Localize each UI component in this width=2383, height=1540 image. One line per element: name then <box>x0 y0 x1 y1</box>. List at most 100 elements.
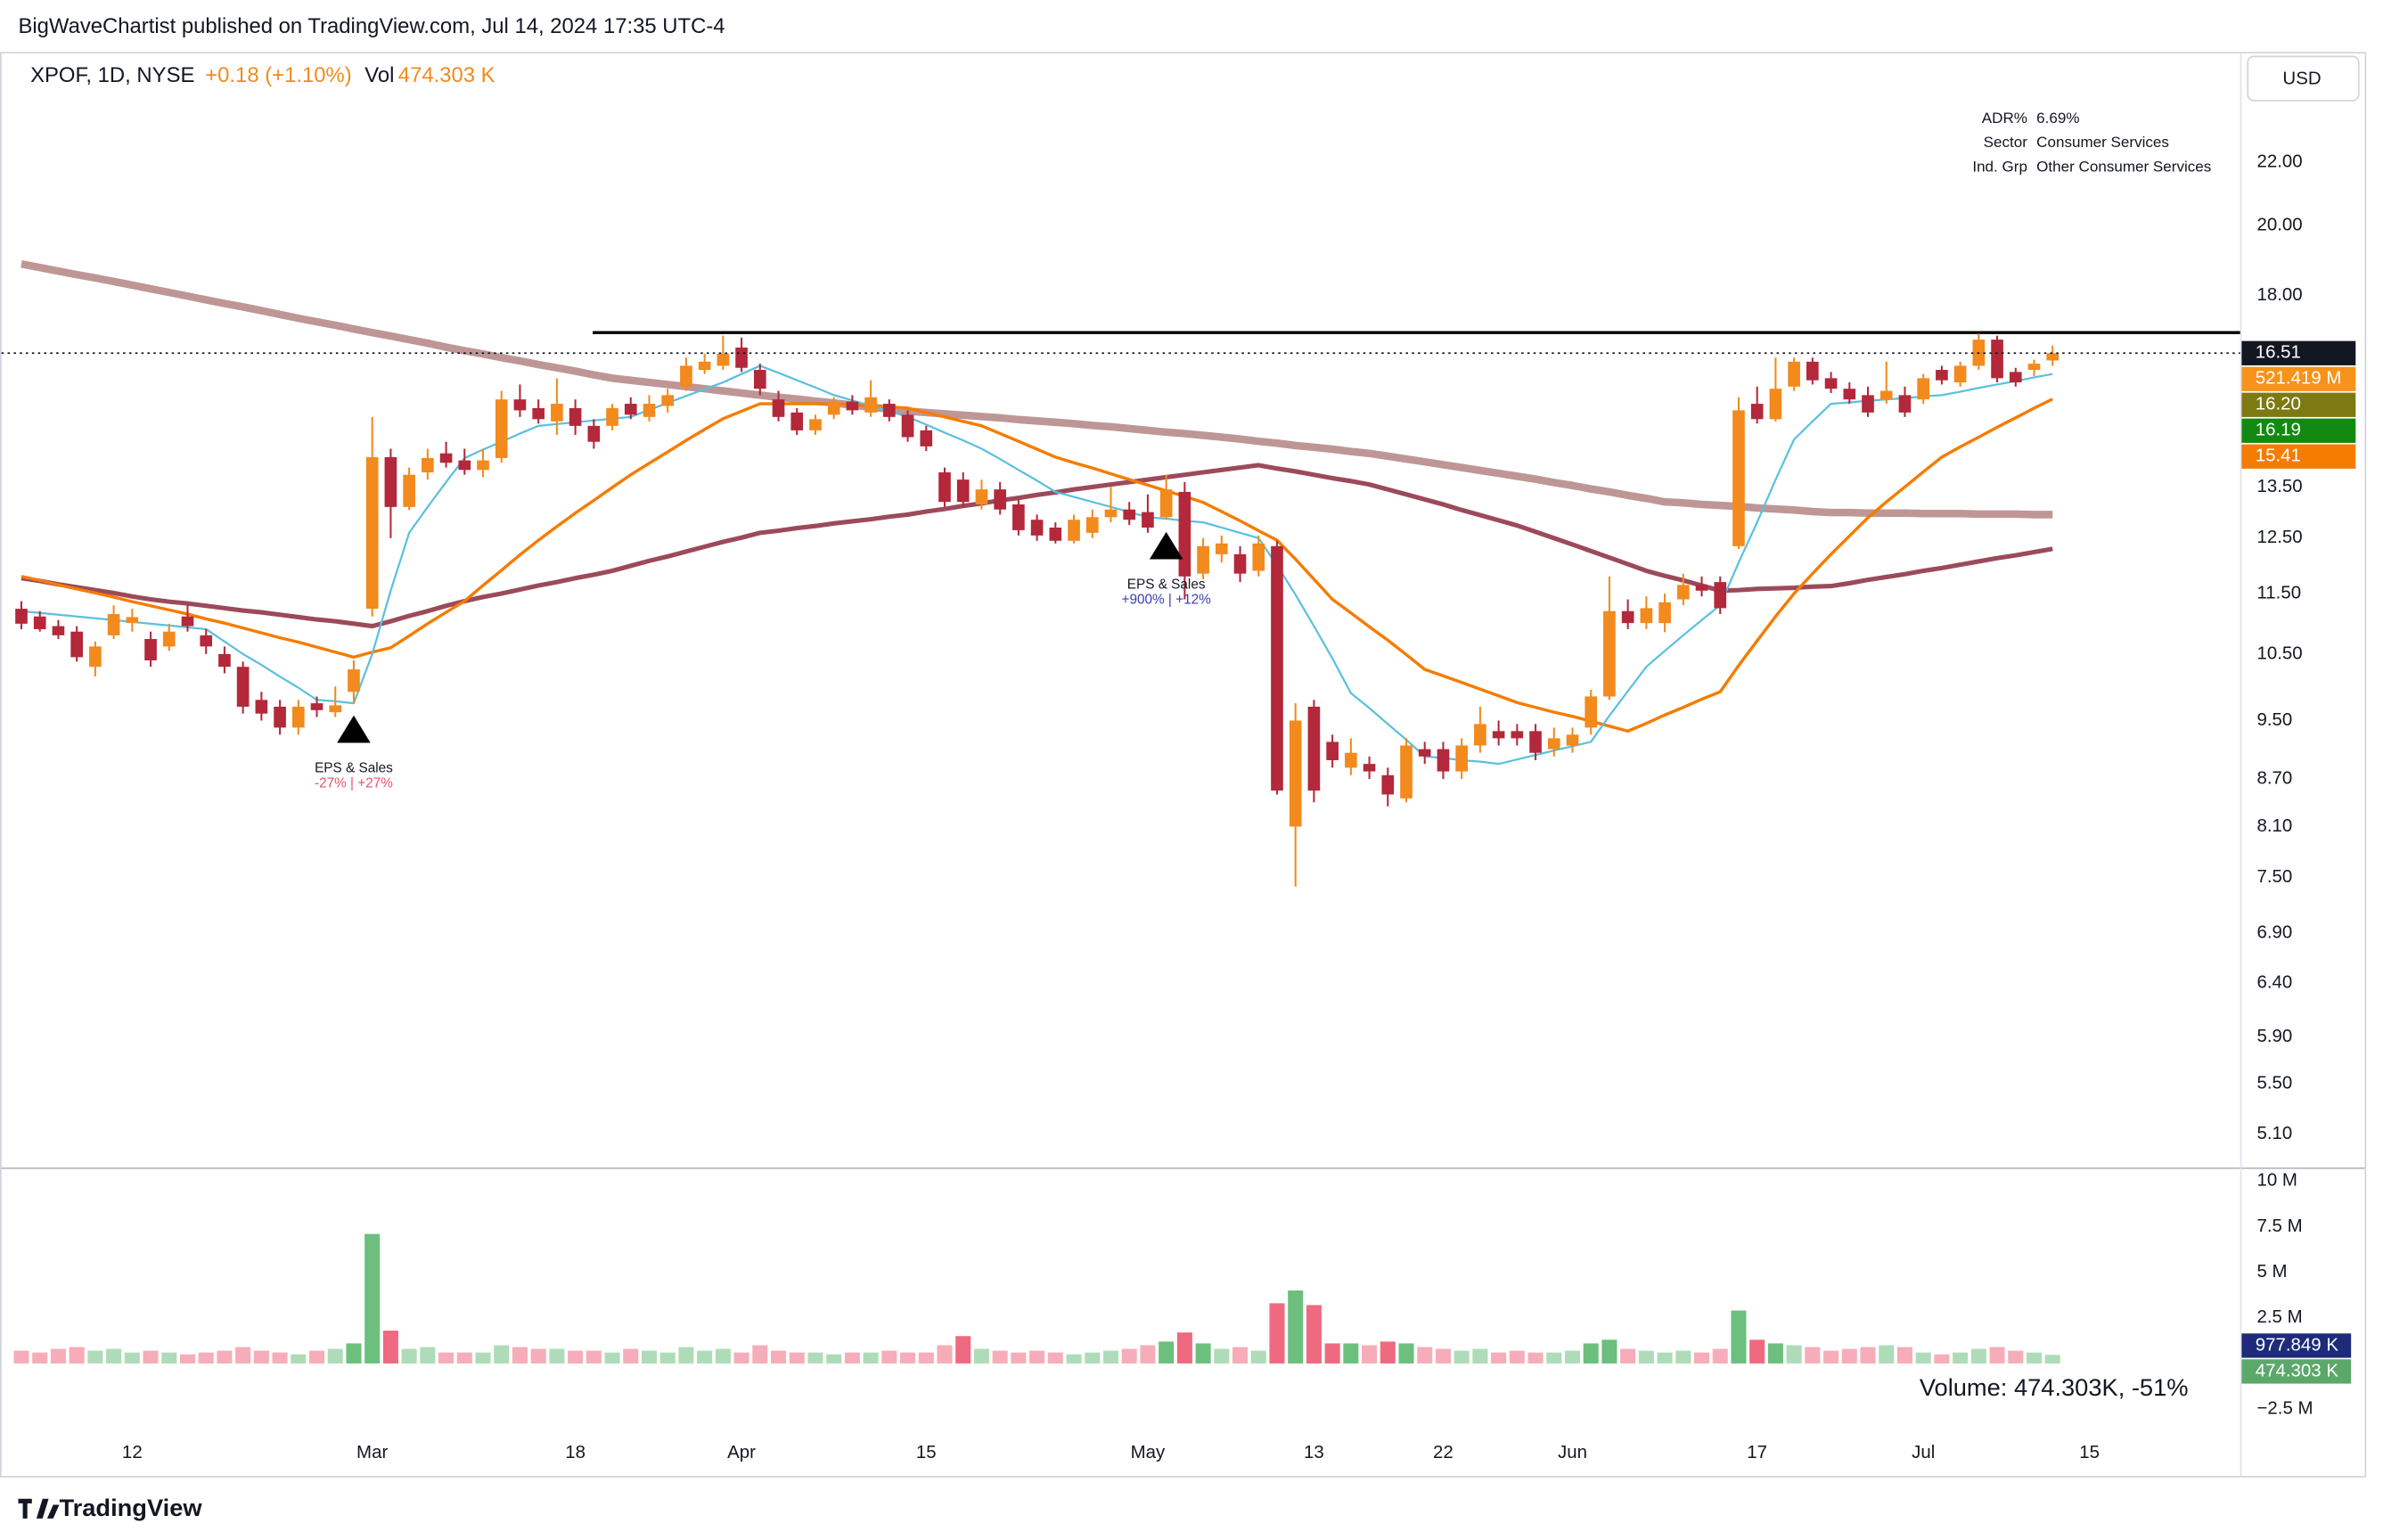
volume-bar <box>1176 1332 1192 1364</box>
earnings-detail: -27% | +27% <box>315 776 393 791</box>
currency[interactable]: USD <box>2282 68 2321 88</box>
candle-body <box>1676 585 1690 600</box>
candle-body <box>310 703 323 710</box>
y-tick-label: 5.50 <box>2256 1073 2292 1094</box>
candle-body <box>1233 553 1247 574</box>
volume-bar <box>382 1331 398 1364</box>
x-tick-label: 12 <box>122 1442 143 1462</box>
volume-bar <box>198 1352 214 1364</box>
moving-average-line <box>20 365 2053 766</box>
candle-body <box>1824 378 1838 389</box>
candle-body <box>956 479 970 503</box>
candle-body <box>1547 738 1560 750</box>
volume-tag-label: 474.303 K <box>2256 1360 2339 1380</box>
volume-bar <box>2008 1350 2024 1364</box>
volume-bar <box>549 1348 565 1364</box>
volume-bar <box>752 1345 768 1364</box>
candle-body <box>1862 395 1874 413</box>
info-value: Consumer Services <box>2036 134 2169 151</box>
volume-bar <box>937 1345 953 1364</box>
candle-body <box>422 457 434 473</box>
candle-body <box>1879 390 1893 400</box>
x-tick-label: 22 <box>1433 1442 1454 1462</box>
volume-bar <box>1712 1348 1728 1364</box>
moving-average-line <box>20 463 2053 629</box>
volume-bar <box>900 1352 916 1364</box>
price-tag <box>2241 392 2356 417</box>
candle-body <box>809 419 822 430</box>
candle-body <box>236 667 250 707</box>
volume-bar <box>973 1348 989 1364</box>
volume-bar <box>1841 1348 1857 1364</box>
volume-bar <box>1214 1348 1230 1364</box>
volume-bar <box>512 1347 528 1364</box>
candle-body <box>938 472 951 503</box>
x-tick-label: 15 <box>916 1442 937 1462</box>
volume-bar <box>1915 1352 1931 1364</box>
earnings-title: EPS & Sales <box>1127 578 1206 593</box>
candle-body <box>1898 395 1912 413</box>
volume-bar <box>1564 1350 1581 1364</box>
x-tick-label: 15 <box>2079 1442 2100 1462</box>
candle-body <box>1714 582 1727 609</box>
candle-body <box>1178 491 1192 577</box>
candle-body <box>1769 389 1782 420</box>
volume-bar <box>456 1352 472 1364</box>
candle-body <box>790 412 804 430</box>
volume-bar <box>1324 1343 1340 1364</box>
candle-body <box>1068 520 1080 541</box>
volume-bar <box>291 1354 307 1364</box>
candle-body <box>846 401 859 411</box>
volume-bar <box>1823 1350 1839 1364</box>
volume-bar <box>1232 1347 1249 1364</box>
logo-mark <box>18 1498 60 1519</box>
candle-body <box>1640 608 1653 624</box>
candle-body <box>994 489 1006 510</box>
chart-frame <box>0 52 2367 1478</box>
candle-body <box>1030 520 1044 536</box>
volume-bar <box>327 1348 343 1364</box>
candle-body <box>1289 720 1302 827</box>
volume-bar <box>1731 1310 1747 1364</box>
earnings-marker <box>1149 531 1183 560</box>
candle-body <box>864 397 877 413</box>
volume-bar <box>659 1352 676 1364</box>
volume-bar <box>844 1352 860 1364</box>
y-tick-label: 9.50 <box>2256 709 2292 730</box>
candle-body <box>70 631 83 658</box>
candle-body <box>1455 745 1468 772</box>
volume-bar <box>1398 1343 1414 1364</box>
candle-body <box>2046 353 2060 361</box>
volume-bar <box>1102 1350 1119 1364</box>
y-tick-label: 12.50 <box>2256 527 2302 547</box>
volume-bar <box>1250 1350 1266 1364</box>
candle-body <box>1511 731 1524 739</box>
volume-tick-label: 10 M <box>2256 1170 2297 1191</box>
candle-body <box>717 353 730 366</box>
volume-bar <box>1380 1341 1396 1364</box>
candle-body <box>883 404 896 417</box>
candle-body <box>1566 734 1579 746</box>
volume-bar <box>1620 1348 1636 1364</box>
candle-body <box>1381 774 1395 795</box>
volume-tag <box>2241 1333 2352 1358</box>
volume-bar <box>494 1345 510 1364</box>
y-tick-label: 11.50 <box>2256 582 2301 602</box>
candle-body <box>495 399 508 458</box>
volume-bar <box>235 1347 251 1364</box>
x-tick-label: Jul <box>1912 1442 1935 1462</box>
volume-bar <box>87 1350 103 1364</box>
price-tag <box>2241 340 2356 365</box>
volume-bar <box>1657 1352 1673 1364</box>
candle-body <box>513 399 527 411</box>
candle-body <box>1474 724 1486 746</box>
candle-body <box>1085 517 1099 533</box>
y-tick-label: 8.70 <box>2256 768 2292 789</box>
currency-button[interactable] <box>2247 55 2360 102</box>
candle-body <box>2027 364 2041 371</box>
candle-body <box>1418 749 1431 757</box>
volume-tag-label: 977.849 K <box>2256 1334 2339 1355</box>
candle-body <box>661 395 675 406</box>
